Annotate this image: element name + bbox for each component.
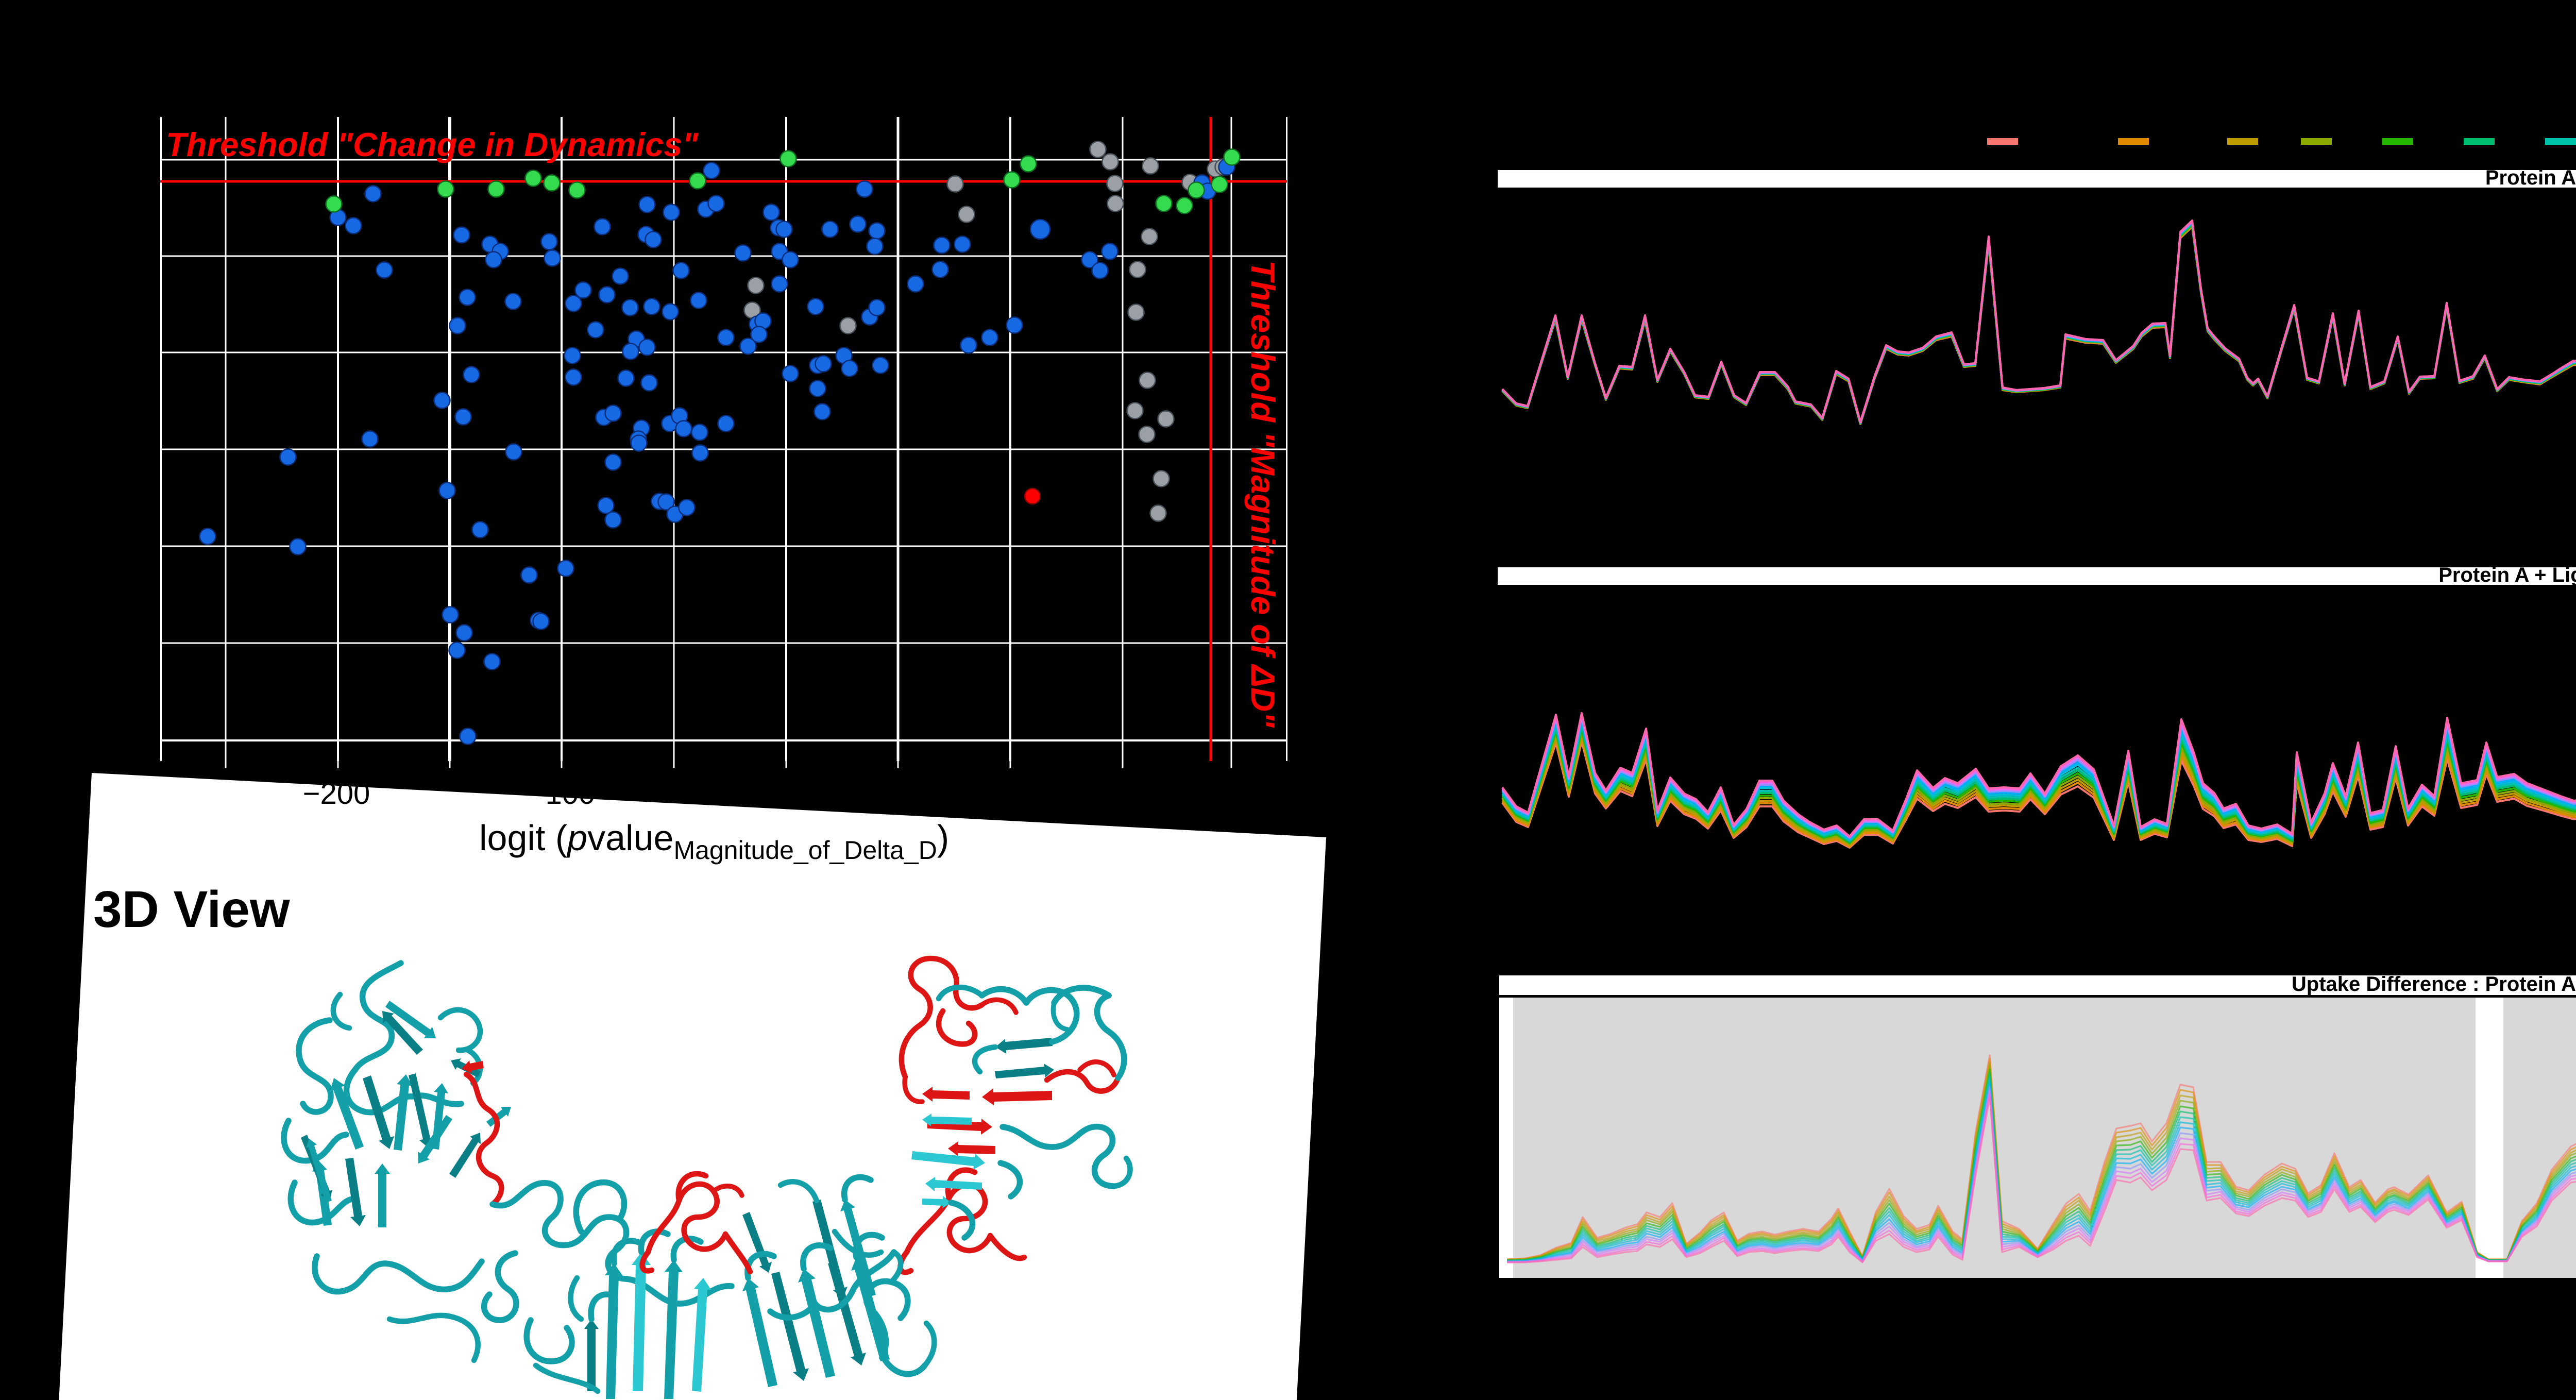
svg-text:Threshold "Change in Dynamics": Threshold "Change in Dynamics": [166, 126, 699, 163]
svg-text:Protein A: Protein A: [2485, 166, 2576, 189]
svg-text:3D View: 3D View: [93, 881, 290, 938]
svg-text:Uptake Difference : Protein A: Uptake Difference : Protein A - (Protein…: [2292, 973, 2576, 996]
svg-text:−100: −100: [528, 777, 596, 811]
svg-text:−200: −200: [303, 777, 370, 811]
svg-text:Threshold "Magnitude of ΔD": Threshold "Magnitude of ΔD": [1244, 260, 1282, 728]
svg-text:Protein A + Ligand: Protein A + Ligand: [2438, 564, 2576, 586]
